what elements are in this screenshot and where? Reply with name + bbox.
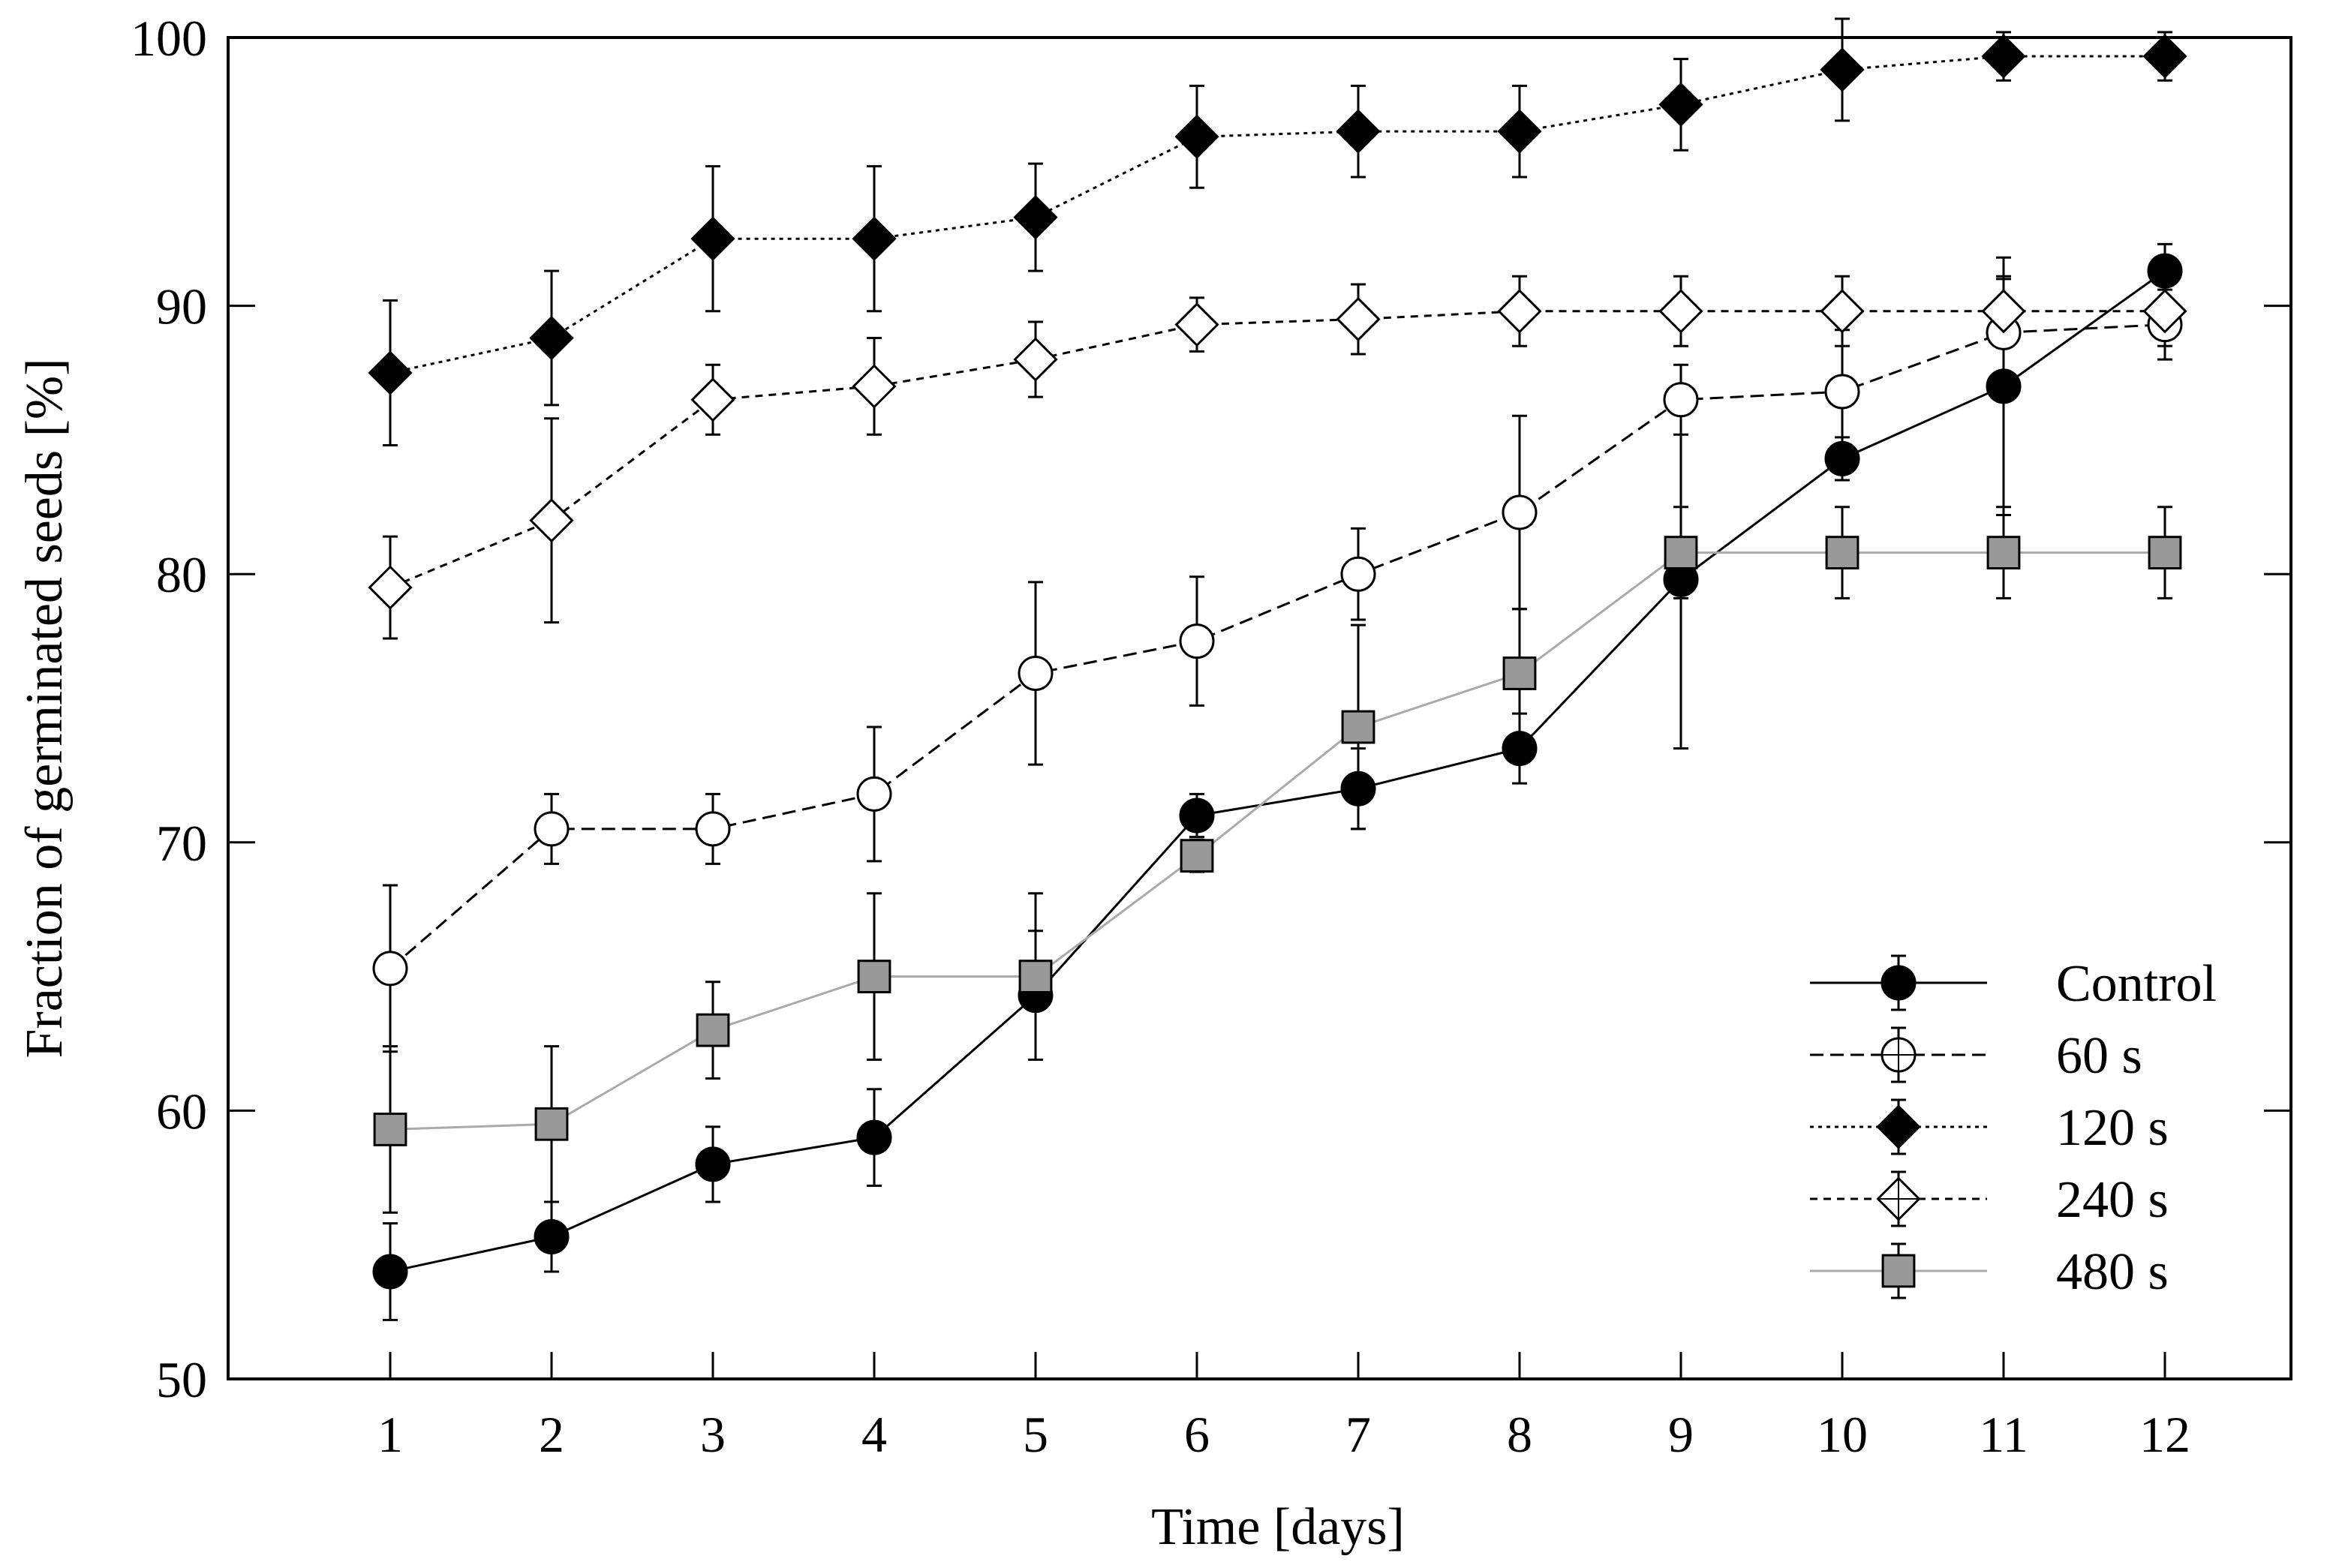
series-line <box>389 551 2165 1131</box>
x-tick-label: 12 <box>2139 1406 2190 1463</box>
y-tick-label: 50 <box>156 1351 207 1408</box>
marker-filled-diamond <box>1658 82 1703 128</box>
marker-gray-square <box>696 1013 730 1047</box>
marker-open-diamond <box>1336 296 1381 342</box>
marker-filled-diamond <box>1497 109 1542 154</box>
marker-open-circle <box>372 951 408 987</box>
marker-open-diamond <box>1497 289 1542 334</box>
marker-open-circle <box>1340 556 1376 592</box>
marker-filled-circle <box>1179 798 1215 834</box>
x-tick-label: 1 <box>377 1406 403 1463</box>
x-tick-label: 4 <box>861 1406 887 1463</box>
marker-filled-circle <box>695 1146 731 1182</box>
y-tick-label: 60 <box>156 1083 207 1140</box>
x-tick-label: 2 <box>539 1406 564 1463</box>
x-tick-label: 8 <box>1507 1406 1532 1463</box>
y-axis-title: Fraction of germinated seeds [%] <box>16 358 74 1058</box>
marker-filled-circle <box>856 1119 892 1155</box>
marker-gray-square <box>1180 839 1214 873</box>
series-lines <box>389 55 2166 1273</box>
legend-label: Control <box>2056 955 2217 1013</box>
marker-open-circle <box>1663 382 1699 418</box>
marker-open-diamond <box>1013 337 1058 382</box>
marker-open-diamond <box>852 364 897 409</box>
marker-filled-circle <box>1986 368 2022 404</box>
marker-filled-diamond <box>1876 1104 1921 1149</box>
marker-filled-circle <box>372 1254 408 1290</box>
marker-open-diamond <box>1820 289 1865 334</box>
legend-label: 120 s <box>2056 1099 2169 1157</box>
x-tick-label: 5 <box>1023 1406 1048 1463</box>
marker-gray-square <box>534 1107 569 1141</box>
marker-open-diamond <box>1981 289 2026 334</box>
marker-filled-diamond <box>529 315 574 361</box>
marker-gray-square <box>1502 656 1537 690</box>
y-tick-label: 100 <box>131 10 207 67</box>
series-line <box>389 55 2165 374</box>
marker-filled-diamond <box>1981 34 2026 79</box>
marker-filled-diamond <box>1820 47 1865 92</box>
marker-gray-square <box>1825 536 1859 569</box>
plot-frame <box>227 36 2292 1380</box>
legend-label: 480 s <box>2056 1243 2169 1301</box>
marker-gray-square <box>1986 536 2021 569</box>
marker-open-diamond <box>690 377 735 422</box>
x-tick-label: 10 <box>1817 1406 1868 1463</box>
marker-gray-square <box>373 1113 407 1146</box>
marker-filled-circle <box>2147 253 2183 289</box>
marker-filled-circle <box>1824 440 1860 476</box>
x-tick-label: 11 <box>1979 1406 2028 1463</box>
marker-gray-square <box>1018 960 1053 993</box>
marker-open-circle <box>856 776 892 812</box>
marker-gray-square <box>1341 710 1375 744</box>
x-tick-label: 7 <box>1345 1406 1371 1463</box>
legend: Control 60 s 120 s 240 s 480 s <box>1810 954 2217 1301</box>
marker-open-diamond <box>2142 289 2187 334</box>
y-tick-label: 80 <box>156 546 207 603</box>
marker-open-circle <box>695 811 731 847</box>
marker-filled-diamond <box>690 216 735 261</box>
marker-filled-diamond <box>1336 109 1381 154</box>
x-axis-title: Time [days] <box>1151 1498 1405 1556</box>
marker-gray-square <box>2148 536 2182 569</box>
marker-open-circle <box>1018 656 1054 692</box>
marker-open-diamond <box>529 498 574 543</box>
marker-open-circle <box>1502 494 1538 530</box>
x-tick-label: 3 <box>700 1406 726 1463</box>
marker-filled-diamond <box>852 216 897 261</box>
marker-open-diamond <box>368 565 413 610</box>
marker-gray-square <box>857 960 891 993</box>
marker-filled-circle <box>1340 770 1376 807</box>
x-tick-label: 6 <box>1184 1406 1210 1463</box>
marker-open-circle <box>534 811 570 847</box>
y-tick-label: 70 <box>156 815 207 872</box>
series-line <box>389 269 2166 1273</box>
marker-filled-diamond <box>368 350 413 395</box>
legend-label: 60 s <box>2056 1027 2142 1085</box>
marker-gray-square <box>1881 1254 1916 1288</box>
marker-filled-diamond <box>1013 194 1058 240</box>
marker-filled-circle <box>534 1218 570 1254</box>
data-markers <box>368 34 2187 1290</box>
marker-filled-diamond <box>2142 34 2187 79</box>
marker-filled-circle <box>1502 731 1538 767</box>
legend-label: 240 s <box>2056 1171 2169 1229</box>
y-tick-label: 90 <box>156 278 207 335</box>
x-tick-label: 9 <box>1668 1406 1694 1463</box>
series-line <box>389 323 2166 970</box>
marker-filled-diamond <box>1174 114 1219 159</box>
marker-gray-square <box>1664 536 1698 569</box>
marker-open-diamond <box>1174 302 1219 347</box>
marker-open-diamond <box>1658 289 1703 334</box>
marker-open-circle <box>1824 374 1860 410</box>
marker-filled-circle <box>1881 965 1917 1001</box>
marker-open-circle <box>1179 623 1215 659</box>
series-line <box>389 310 2165 589</box>
